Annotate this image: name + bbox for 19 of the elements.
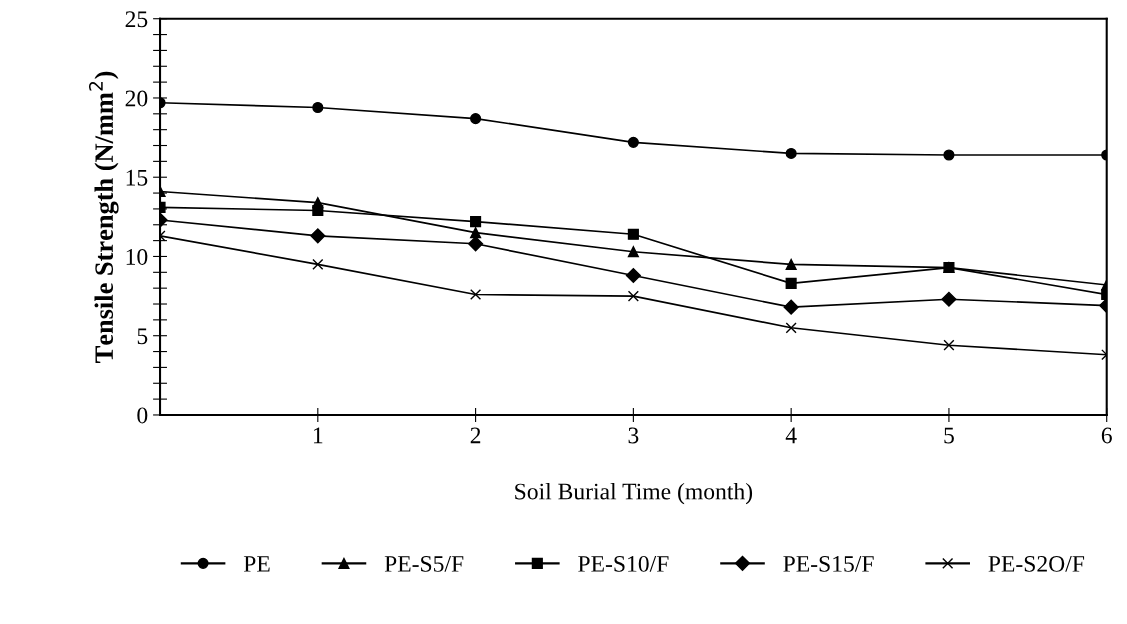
legend-label: PE — [243, 556, 270, 572]
x-tick-label: 4 — [785, 427, 797, 444]
legend-label: PE-S15/F — [783, 555, 874, 572]
y-tick-label: 15 — [126, 169, 148, 186]
x-tick-label: 1 — [313, 427, 323, 444]
legend-label: PE-S2O/F — [988, 555, 1085, 572]
y-tick-label: 5 — [137, 328, 148, 345]
legend-label: PE-S5/F — [384, 555, 464, 572]
y-tick-label: 0 — [137, 407, 148, 424]
y-axis-title: Tensile Strength (N/mm$^{2}$) — [88, 71, 119, 363]
y-tick-label: 25 — [125, 11, 148, 28]
x-tick-label: 2 — [470, 427, 481, 444]
x-axis-title: Soil Burial Time (month) — [515, 482, 753, 505]
x-tick-label: 3 — [628, 427, 639, 444]
legend-label: PE-S10/F — [578, 555, 669, 572]
x-tick-label: 5 — [944, 427, 954, 444]
y-tick-label: 20 — [125, 90, 148, 107]
x-tick-label: 6 — [1101, 427, 1112, 444]
y-tick-label: 10 — [126, 248, 148, 265]
